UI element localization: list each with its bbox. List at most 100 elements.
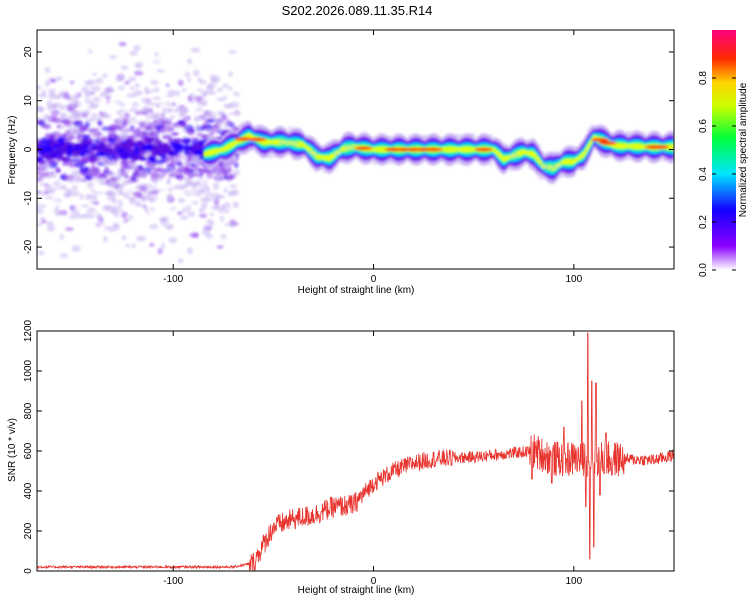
noise-blob xyxy=(171,102,176,107)
noise-blob xyxy=(51,172,58,179)
noise-blob xyxy=(167,108,174,112)
noise-blob xyxy=(79,142,86,147)
noise-blob xyxy=(147,156,156,163)
noise-blob xyxy=(109,55,118,60)
noise-blob xyxy=(126,93,137,98)
noise-blob xyxy=(134,200,141,207)
noise-blob xyxy=(209,221,215,226)
noise-blob xyxy=(54,168,61,173)
noise-blob xyxy=(158,276,163,281)
noise-blob xyxy=(63,105,69,109)
noise-blob xyxy=(80,168,88,174)
noise-blob xyxy=(149,79,159,85)
noise-blob xyxy=(103,114,112,119)
noise-blob xyxy=(165,223,174,230)
noise-blob xyxy=(186,128,192,134)
noise-blob xyxy=(129,86,135,91)
noise-blob xyxy=(71,99,77,104)
noise-blob xyxy=(84,90,90,97)
noise-blob xyxy=(186,58,193,65)
noise-blob xyxy=(175,162,183,166)
ridge-peak xyxy=(424,147,443,152)
noise-blob xyxy=(137,222,144,228)
noise-blob xyxy=(59,174,66,181)
noise-blob xyxy=(144,136,154,143)
noise-blob xyxy=(164,167,174,171)
noise-blob xyxy=(134,169,139,177)
ridge-band xyxy=(203,131,674,173)
noise-blob xyxy=(209,212,215,217)
noise-blob xyxy=(92,253,100,258)
noise-blob xyxy=(227,113,235,121)
noise-blob xyxy=(179,203,189,209)
noise-blob xyxy=(217,87,224,93)
noise-blob xyxy=(37,201,44,208)
noise-blob xyxy=(75,182,83,189)
noise-blob xyxy=(173,90,181,97)
noise-blob xyxy=(172,185,179,190)
noise-blob xyxy=(39,166,49,170)
noise-blob xyxy=(177,211,183,216)
noise-blob xyxy=(58,155,66,161)
noise-blob xyxy=(106,152,117,160)
noise-blob xyxy=(145,116,151,120)
noise-blob xyxy=(98,111,105,117)
noise-blob xyxy=(131,118,137,122)
noise-blob xyxy=(218,71,229,76)
noise-blob xyxy=(105,98,113,104)
noise-blob xyxy=(89,214,95,219)
noise-blob xyxy=(136,140,144,147)
noise-blob xyxy=(53,181,60,186)
colorbar-tick-label: 0.6 xyxy=(698,119,709,133)
spectral-ridge xyxy=(203,120,674,184)
spectrogram-y-label: Frequency (Hz) xyxy=(7,116,18,185)
noise-blob xyxy=(116,171,126,178)
noise-blob xyxy=(95,77,104,84)
noise-blob xyxy=(149,171,160,179)
noise-blob xyxy=(189,107,198,115)
noise-blob xyxy=(49,39,57,43)
noise-blob xyxy=(172,132,180,136)
figure-title: S202.2026.089.11.35.R14 xyxy=(282,3,433,18)
noise-blob xyxy=(200,175,209,183)
ridge-peak xyxy=(474,147,493,152)
noise-blob xyxy=(128,108,139,113)
noise-blob xyxy=(139,114,145,120)
noise-blob xyxy=(129,50,138,56)
noise-blob xyxy=(184,163,190,169)
noise-blob xyxy=(118,86,126,91)
noise-blob xyxy=(164,122,175,130)
noise-blob xyxy=(101,82,109,86)
noise-blob xyxy=(221,106,226,112)
noise-blob xyxy=(149,103,155,109)
noise-blob xyxy=(234,109,240,115)
noise-blob xyxy=(158,186,165,194)
noise-blob xyxy=(84,121,91,128)
spectrogram-y-axis: -20 -10 0 10 20 xyxy=(23,46,674,254)
noise-blob xyxy=(142,214,152,222)
noise-blob xyxy=(156,159,165,165)
noise-blob xyxy=(44,67,51,74)
noise-blob xyxy=(168,237,178,244)
noise-blob xyxy=(183,149,190,156)
noise-blob xyxy=(126,150,134,157)
noise-blob xyxy=(43,113,50,122)
noise-blob xyxy=(115,74,123,81)
y-tick-label: 0 xyxy=(23,568,34,574)
noise-blob xyxy=(82,134,90,141)
x-tick-label: 100 xyxy=(565,274,582,285)
noise-blob xyxy=(146,208,154,216)
noise-blob xyxy=(160,112,166,118)
noise-blob xyxy=(99,224,105,232)
noise-blob xyxy=(177,197,186,204)
noise-blob xyxy=(92,96,101,103)
noise-blob xyxy=(85,60,90,64)
noise-blob xyxy=(192,144,202,151)
noise-blob xyxy=(73,175,82,181)
noise-blob xyxy=(152,119,160,127)
noise-blob xyxy=(65,199,71,205)
noise-blob xyxy=(45,146,55,151)
y-tick-label: 200 xyxy=(23,522,34,539)
y-tick-label: 1200 xyxy=(23,319,34,342)
